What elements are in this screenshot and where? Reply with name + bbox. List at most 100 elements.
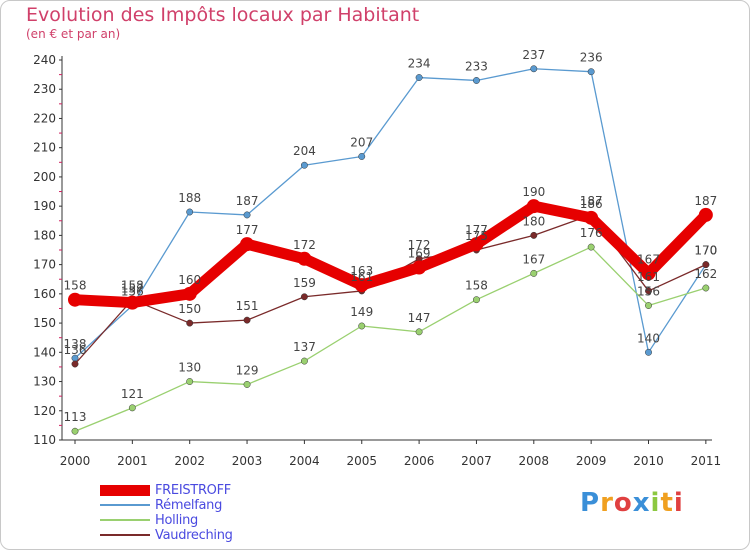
data-point	[354, 278, 369, 293]
logo-letter: o	[613, 488, 633, 518]
logo-letter: r	[600, 488, 614, 518]
legend-item: Rémelfang	[100, 498, 300, 513]
data-point	[358, 153, 366, 160]
data-point	[186, 319, 194, 327]
data-label: 237	[522, 48, 545, 62]
logo-letter: i	[673, 488, 684, 518]
data-label: 158	[465, 279, 488, 293]
data-point	[240, 237, 255, 252]
data-point	[300, 357, 308, 365]
data-label: 158	[121, 279, 144, 293]
series-line-holling	[74, 246, 707, 432]
legend-item: Vaudreching	[100, 528, 300, 543]
data-point	[71, 427, 79, 435]
data-point	[243, 211, 251, 219]
data-label: 160	[178, 273, 201, 287]
data-point	[415, 328, 423, 336]
data-point	[186, 378, 194, 385]
x-tick-label: 2004	[289, 454, 320, 468]
logo-letter: x	[632, 488, 651, 518]
data-point	[702, 261, 710, 269]
data-label: 176	[580, 226, 603, 240]
x-tick-label: 2011	[691, 454, 722, 468]
data-label: 177	[465, 223, 488, 237]
logo-letter: i	[650, 488, 661, 518]
chart-subtitle: (en € et par an)	[26, 27, 121, 41]
data-point	[473, 296, 480, 304]
x-tick-label: 2006	[404, 454, 435, 468]
data-label: 169	[408, 247, 431, 261]
data-point	[243, 381, 251, 388]
data-label: 163	[350, 264, 373, 278]
data-label: 129	[236, 363, 259, 377]
y-tick-label: 240	[33, 53, 56, 67]
legend-label: FREISTROFF	[155, 483, 231, 498]
data-point	[186, 208, 194, 216]
data-label: 113	[64, 410, 87, 424]
data-point	[530, 231, 538, 239]
data-label: 158	[64, 279, 87, 293]
data-point	[415, 74, 423, 81]
data-point	[469, 237, 484, 252]
x-tick-label: 2002	[174, 454, 205, 468]
data-label: 175	[465, 229, 488, 243]
data-point	[300, 161, 308, 169]
data-point	[300, 293, 308, 301]
data-point	[297, 251, 312, 266]
series-line-rémelfang	[74, 68, 707, 359]
data-point	[587, 243, 595, 251]
data-label: 170	[694, 244, 717, 258]
x-tick-label: 2008	[519, 454, 550, 468]
data-label: 236	[580, 51, 603, 65]
legend-label: Vaudreching	[155, 528, 233, 543]
data-point	[71, 360, 79, 368]
data-label: 177	[236, 223, 259, 237]
data-label: 147	[408, 311, 431, 325]
legend-swatch	[100, 504, 150, 506]
data-label: 207	[350, 135, 373, 149]
chart-legend: FREISTROFF Rémelfang Holling Vaudreching	[100, 483, 300, 543]
data-point	[641, 266, 656, 281]
x-tick-label: 2010	[633, 454, 664, 468]
data-label: 167	[522, 252, 545, 266]
data-label: 138	[64, 337, 87, 351]
x-tick-label: 2003	[232, 454, 263, 468]
data-label: 140	[637, 331, 660, 345]
data-label: 204	[293, 144, 316, 158]
data-label: 136	[64, 343, 87, 357]
data-label: 156	[121, 285, 144, 299]
y-tick-label: 190	[33, 199, 56, 213]
proxiti-logo: Proxiti	[580, 488, 684, 518]
data-label: 159	[293, 276, 316, 290]
data-point	[698, 207, 713, 222]
data-label: 233	[465, 59, 488, 73]
data-point	[125, 295, 140, 310]
data-label: 161	[637, 270, 660, 284]
y-tick-label: 200	[33, 170, 56, 184]
data-point	[182, 286, 197, 301]
data-point	[128, 404, 136, 412]
data-label: 156	[637, 285, 660, 299]
legend-swatch	[100, 534, 150, 536]
legend-swatch	[100, 485, 150, 496]
data-point	[645, 302, 652, 309]
data-label: 151	[236, 299, 259, 313]
y-tick-label: 230	[33, 82, 56, 96]
data-label: 170	[694, 244, 717, 258]
data-label: 187	[236, 194, 259, 208]
y-tick-label: 210	[33, 141, 56, 155]
data-point	[587, 68, 595, 76]
data-label: 190	[522, 185, 545, 199]
data-label: 187	[694, 194, 717, 208]
data-label: 167	[637, 252, 660, 266]
x-tick-label: 2000	[60, 454, 91, 468]
y-tick-label: 120	[33, 404, 56, 418]
data-point	[584, 210, 599, 225]
x-tick-label: 2009	[576, 454, 607, 468]
series-line-freistroff	[69, 200, 712, 309]
y-tick-label: 170	[33, 258, 56, 272]
legend-label: Holling	[155, 513, 198, 528]
data-point	[530, 65, 538, 73]
